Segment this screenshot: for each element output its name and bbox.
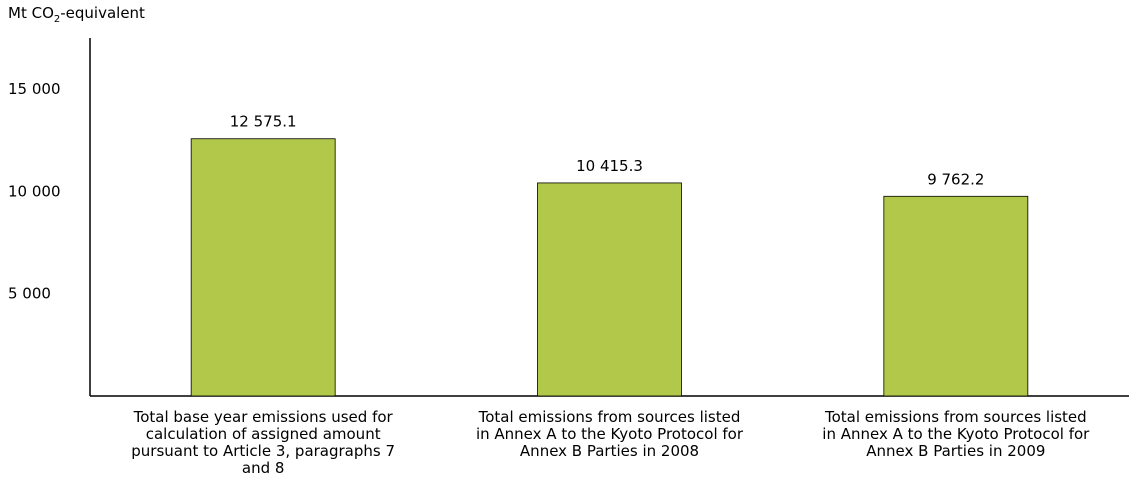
x-category-label: Total base year emissions used for calcu… (131, 408, 396, 477)
x-category-label: Total emissions from sources listed in A… (475, 408, 744, 460)
y-tick-label: 10 000 (8, 182, 61, 200)
y-axis-title: Mt CO2-equivalent (8, 4, 145, 25)
x-category-label: Total emissions from sources listed in A… (822, 408, 1090, 460)
data-label: 10 415.3 (576, 157, 643, 175)
y-tick-label: 5 000 (8, 285, 51, 303)
bar (190, 138, 336, 397)
bar (537, 182, 682, 397)
y-tick-label: 15 000 (8, 80, 61, 98)
bar (883, 195, 1029, 397)
data-label: 12 575.1 (230, 113, 297, 131)
data-label: 9 762.2 (927, 170, 984, 188)
